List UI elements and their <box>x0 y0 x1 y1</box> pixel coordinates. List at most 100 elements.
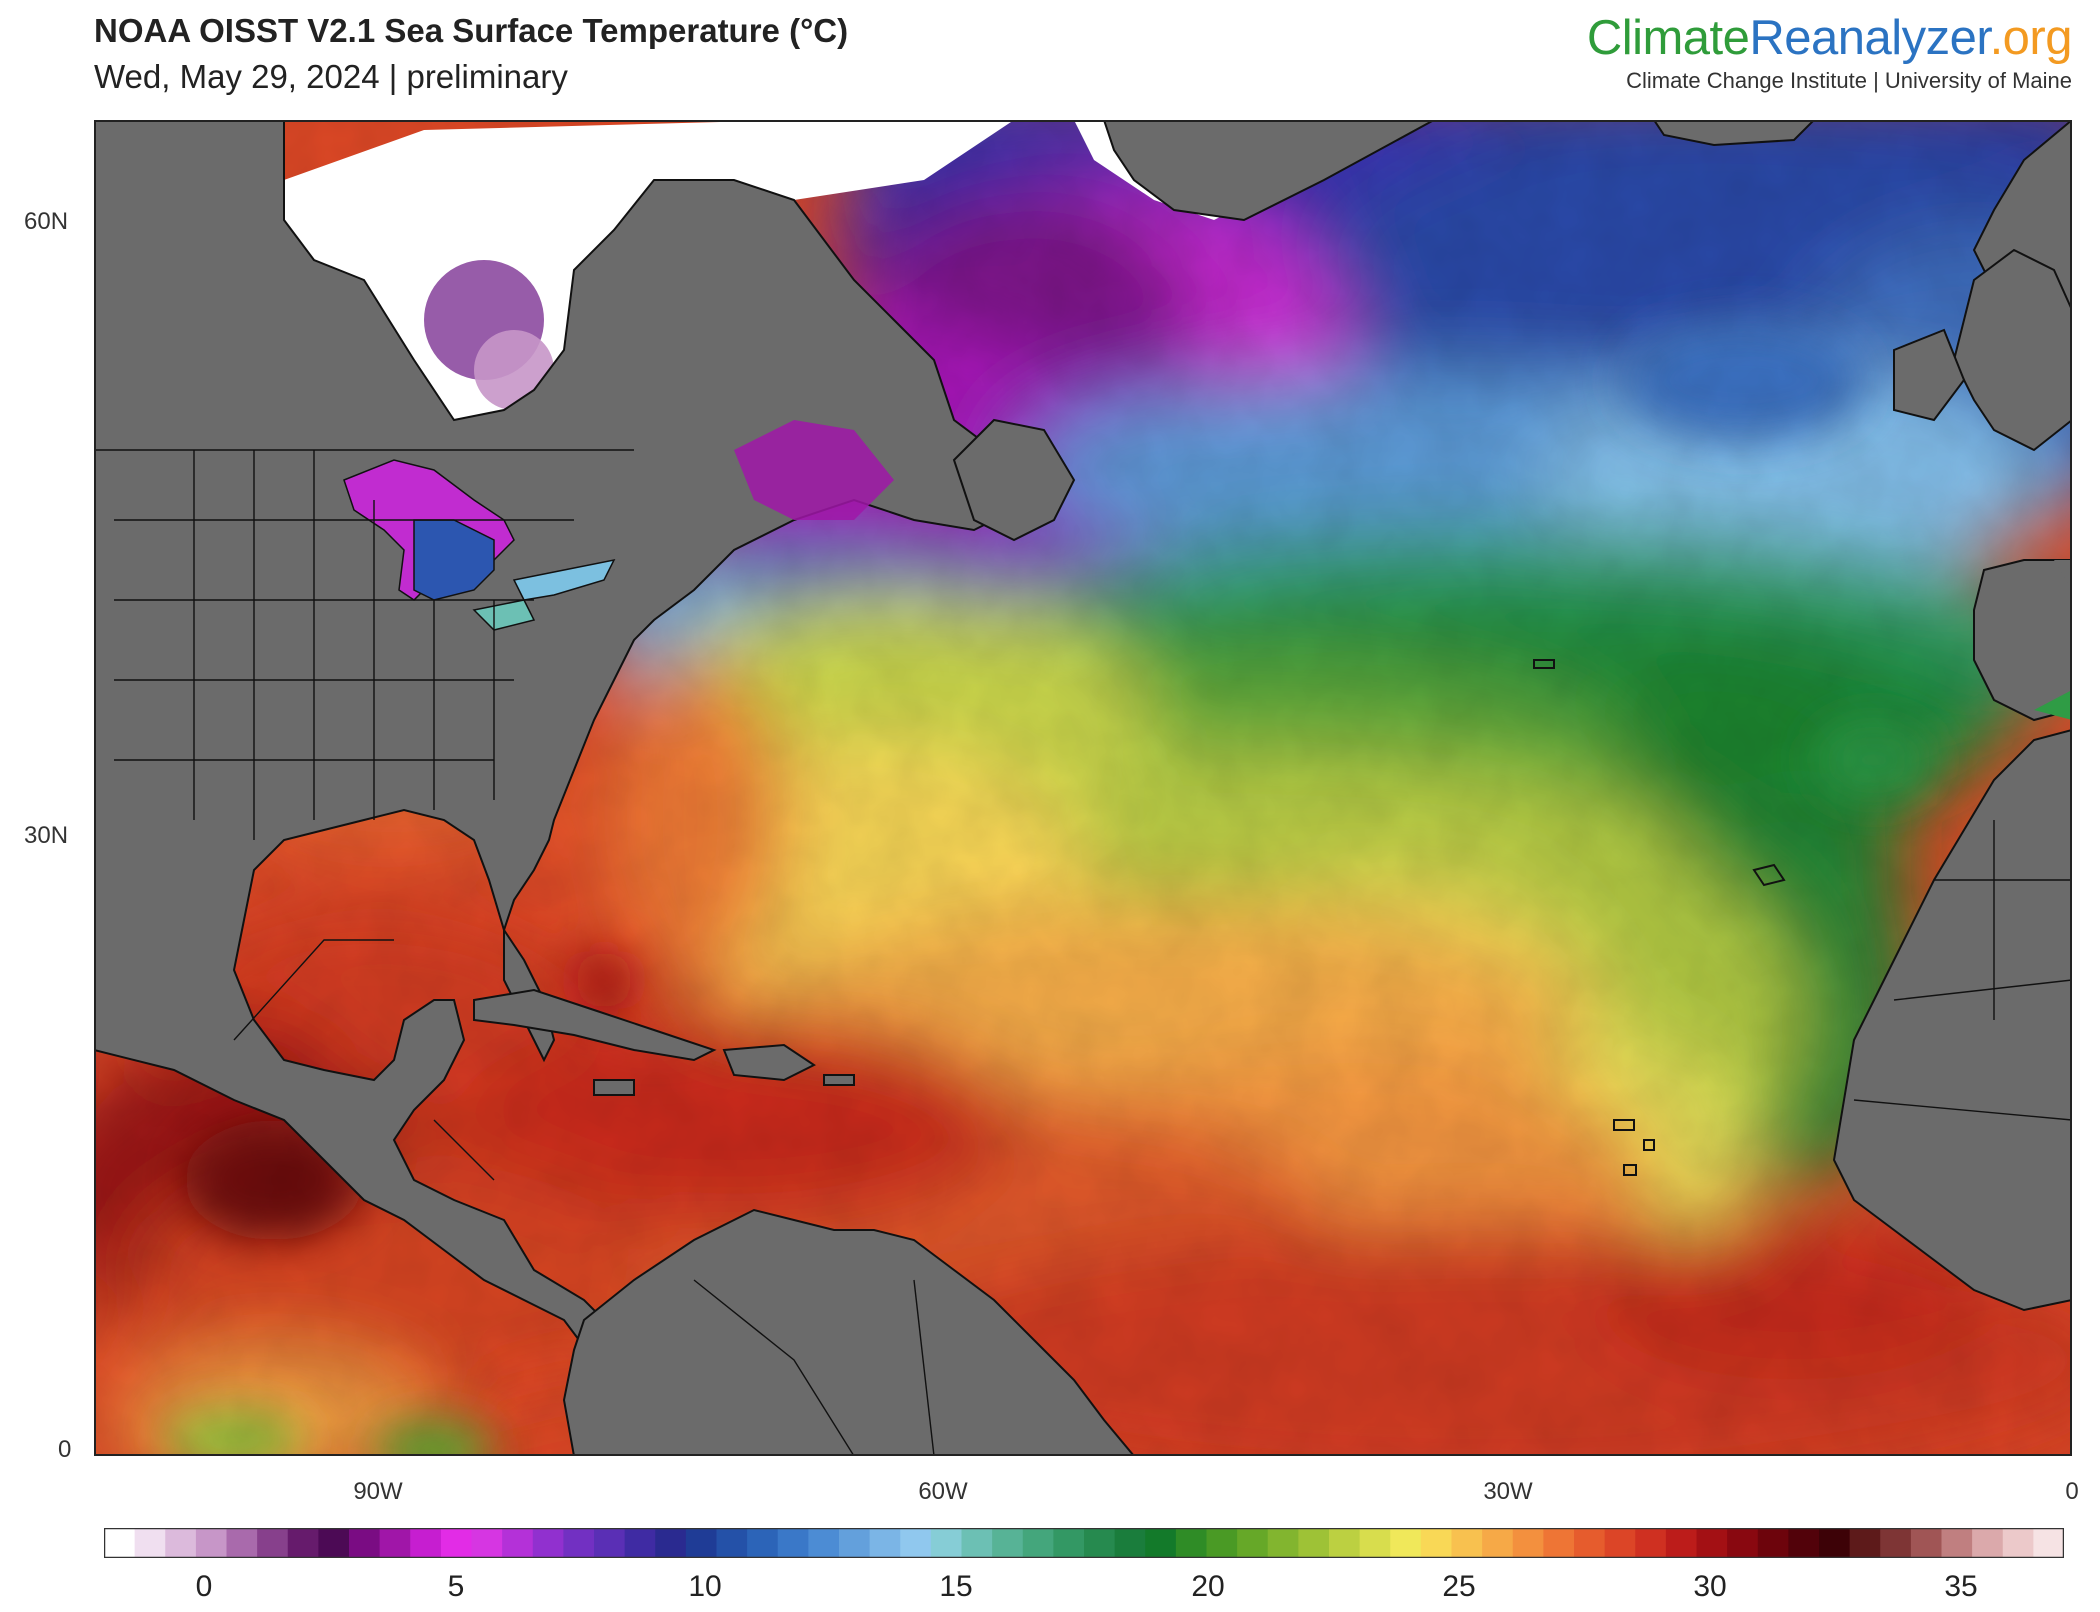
colorbar-swatch <box>1972 1528 2004 1558</box>
colorbar-swatch <box>1053 1528 1085 1558</box>
colorbar-swatch <box>318 1528 350 1558</box>
colorbar-swatch <box>410 1528 442 1558</box>
brand-part-org: .org <box>1989 11 2073 65</box>
colorbar-swatch <box>287 1528 319 1558</box>
state-borders <box>94 449 2072 1456</box>
colorbar-swatch <box>1451 1528 1483 1558</box>
colorbar-swatch <box>1237 1528 1269 1558</box>
colorbar-swatch <box>532 1528 564 1558</box>
land-cuba <box>473 988 717 1062</box>
colorbar-swatch <box>471 1528 503 1558</box>
colorbar-swatch <box>226 1528 258 1558</box>
colorbar-swatch <box>900 1528 932 1558</box>
land-africa <box>1832 728 2072 1312</box>
colorbar-swatch <box>1329 1528 1361 1558</box>
colorbar-swatch <box>1849 1528 1881 1558</box>
colorbar-swatch <box>349 1528 381 1558</box>
colorbar-swatch <box>1819 1528 1851 1558</box>
colorbar-swatch <box>104 1528 136 1558</box>
colorbar-swatch <box>1390 1528 1422 1558</box>
lon-label-0: 0 <box>2065 1478 2079 1505</box>
land-ireland <box>1893 328 1966 422</box>
colorbar-swatch <box>685 1528 718 1558</box>
colorbar-swatch <box>624 1528 656 1558</box>
colorbar-swatch <box>1788 1528 1820 1558</box>
colorbar-swatch <box>1727 1528 1759 1558</box>
colorbar-swatch <box>1635 1528 1667 1558</box>
colorbar-swatch <box>777 1528 809 1558</box>
colorbar-swatch <box>961 1528 993 1558</box>
colorbar-swatch <box>379 1528 411 1558</box>
lat-label-equator: 0 <box>58 1436 72 1463</box>
colorbar-swatch <box>1298 1528 1330 1558</box>
lon-label-90w: 90W <box>353 1478 403 1505</box>
colorbar-swatch <box>2033 1528 2065 1558</box>
colorbar-svg <box>103 1527 2065 1559</box>
sst-map-svg <box>82 120 2073 1468</box>
colorbar-swatch <box>869 1528 901 1558</box>
colorbar-swatch <box>1359 1528 1391 1558</box>
colorbar-swatch <box>808 1528 840 1558</box>
colorbar-swatch <box>1145 1528 1177 1558</box>
land-iceland <box>1652 120 1816 147</box>
colorbar-swatch <box>1910 1528 1943 1558</box>
colorbar-swatch <box>594 1528 626 1558</box>
colorbar-label-20: 20 <box>1191 1570 1225 1603</box>
colorbar-swatch <box>930 1528 963 1558</box>
sst-map[interactable] <box>82 120 2073 1468</box>
colorbar-label-25: 25 <box>1442 1570 1476 1603</box>
colorbar-swatch <box>502 1528 534 1558</box>
land-south-america <box>562 1208 1136 1456</box>
colorbar-swatch <box>1665 1528 1698 1558</box>
colorbar-swatch <box>2002 1528 2034 1558</box>
brand-logo[interactable]: ClimateReanalyzer.org <box>1586 10 2073 66</box>
colorbar-swatch <box>1757 1528 1789 1558</box>
colorbar-swatch <box>1022 1528 1054 1558</box>
colorbar <box>103 1527 2065 1559</box>
brand-part-reanalyzer: Reanalyzer <box>1749 11 1990 65</box>
lon-label-60w: 60W <box>918 1478 968 1505</box>
colorbar-label-30: 30 <box>1693 1570 1727 1603</box>
colorbar-swatch <box>1696 1528 1728 1558</box>
colorbar-swatch <box>1175 1528 1208 1558</box>
colorbar-swatch <box>716 1528 748 1558</box>
land-greenland <box>1102 120 1435 222</box>
colorbar-swatch <box>1267 1528 1299 1558</box>
colorbar-swatch <box>1114 1528 1146 1558</box>
colorbar-swatch <box>134 1528 166 1558</box>
map-title: NOAA OISST V2.1 Sea Surface Temperature … <box>94 12 849 49</box>
colorbar-swatch <box>257 1528 289 1558</box>
lat-label-60n: 60N <box>24 208 69 235</box>
colorbar-label-10: 10 <box>688 1570 722 1603</box>
colorbar-swatch <box>1206 1528 1238 1558</box>
map-date: Wed, May 29, 2024 | preliminary <box>94 58 568 95</box>
colorbar-swatch <box>195 1528 228 1558</box>
land-hispaniola <box>722 1043 816 1082</box>
colorbar-swatch <box>747 1528 779 1558</box>
colorbar-swatch <box>839 1528 871 1558</box>
colorbar-swatch <box>1604 1528 1636 1558</box>
colorbar-swatch <box>1941 1528 1973 1558</box>
colorbar-label-5: 5 <box>447 1570 465 1603</box>
colorbar-border <box>103 1527 2065 1559</box>
colorbar-swatch <box>1574 1528 1606 1558</box>
colorbar-swatch <box>440 1528 473 1558</box>
colorbar-swatch <box>563 1528 595 1558</box>
colorbar-swatch <box>655 1528 687 1558</box>
sst-field <box>94 120 2072 1456</box>
colorbar-swatch <box>165 1528 197 1558</box>
brand-tagline: Climate Change Institute | University of… <box>1626 68 2072 93</box>
brand-part-climate: Climate <box>1586 11 1750 65</box>
colorbar-swatch <box>1482 1528 1514 1558</box>
colorbar-swatch <box>1420 1528 1453 1558</box>
colorbar-swatch <box>992 1528 1024 1558</box>
colorbar-label-15: 15 <box>939 1570 973 1603</box>
colorbar-swatch <box>1880 1528 1912 1558</box>
land-newfoundland <box>952 418 1076 542</box>
colorbar-swatch <box>1543 1528 1575 1558</box>
colorbar-label-0: 0 <box>195 1570 213 1603</box>
colorbar-swatch <box>1084 1528 1116 1558</box>
lon-label-30w: 30W <box>1483 1478 1533 1505</box>
lat-label-30n: 30N <box>24 822 69 849</box>
colorbar-label-35: 35 <box>1944 1570 1978 1603</box>
